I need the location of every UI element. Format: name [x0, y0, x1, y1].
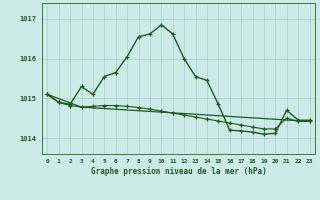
X-axis label: Graphe pression niveau de la mer (hPa): Graphe pression niveau de la mer (hPa): [91, 167, 266, 176]
